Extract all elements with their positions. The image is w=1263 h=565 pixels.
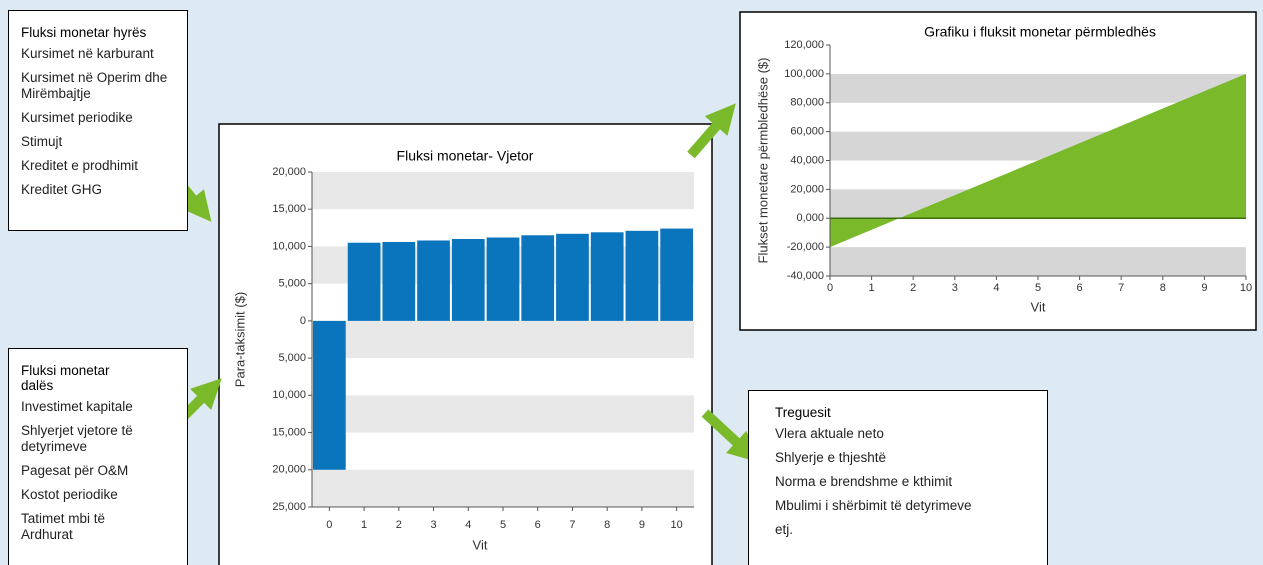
y-tick-label: 20,000	[272, 464, 306, 476]
arrow	[701, 409, 759, 463]
y-axis-label: Para-taksimit ($)	[232, 292, 247, 387]
y-tick-label: 10,000	[272, 240, 306, 252]
y-tick-label: 100,000	[784, 68, 824, 80]
x-axis-label: Vit	[473, 537, 488, 552]
box-item: Investimet kapitale	[21, 399, 133, 414]
box-item: Kostot periodike	[21, 487, 118, 502]
y-tick-label: 20,000	[790, 183, 824, 195]
x-tick-label: 7	[1118, 282, 1124, 294]
arrow	[687, 103, 736, 159]
x-tick-label: 3	[952, 282, 958, 294]
box-item: Shlyerje e thjeshtë	[775, 450, 887, 465]
x-tick-label: 5	[1035, 282, 1041, 294]
x-tick-label: 10	[1240, 282, 1252, 294]
inflows-box: Fluksi monetar hyrës Kursimet në karburan…	[8, 10, 188, 231]
chart-title: Fluksi monetar- Vjetor	[397, 148, 534, 164]
x-axis-label: Vit	[1031, 299, 1046, 314]
bar	[313, 320, 346, 470]
y-tick-label: 60,000	[790, 126, 824, 138]
box-item: Stimujt	[21, 134, 63, 149]
bar	[347, 242, 381, 321]
bar	[382, 241, 416, 321]
indicators-box: Treguesit Vlera aktuale neto Shlyerje e th…	[748, 390, 1048, 565]
y-tick-label: 15,000	[272, 203, 306, 215]
chart-title: Grafiku i fluksit monetar përmbledhës	[924, 24, 1156, 40]
grid-band	[312, 172, 694, 210]
box-item: Kursimet periodike	[21, 110, 133, 125]
bar	[486, 237, 520, 321]
x-tick-label: 8	[604, 519, 610, 531]
y-tick-label: 20,000	[272, 166, 306, 178]
box-item: Kreditet e prodhimit	[21, 158, 139, 173]
bar	[556, 233, 589, 321]
box-item: Mbulimi i shërbimit të detyrimeve	[775, 498, 972, 513]
bar	[417, 240, 450, 321]
y-tick-label: 0	[300, 315, 306, 327]
y-tick-label: 80,000	[790, 97, 824, 109]
box-title: Treguesit	[775, 405, 831, 420]
bar	[660, 228, 693, 321]
box-item: Pagesat për O&M	[21, 463, 129, 478]
y-tick-label: 5,000	[278, 278, 306, 290]
box-item: etj.	[775, 522, 794, 537]
y-tick-label: 25,000	[272, 501, 306, 513]
grid-band	[312, 395, 694, 433]
x-tick-label: 2	[396, 519, 402, 531]
x-tick-label: 2	[910, 282, 916, 294]
x-tick-label: 5	[500, 519, 506, 531]
bar	[451, 239, 485, 321]
y-tick-label: 5,000	[278, 352, 306, 364]
x-tick-label: 4	[465, 519, 471, 531]
box-item: Kreditet GHG	[21, 182, 103, 197]
x-tick-label: 0	[827, 282, 833, 294]
x-tick-label: 7	[569, 519, 575, 531]
grid-band	[312, 469, 694, 507]
y-tick-label: 40,000	[790, 154, 824, 166]
box-item: Vlera aktuale neto	[775, 426, 884, 441]
grid-band	[830, 73, 1246, 103]
x-tick-label: 6	[535, 519, 541, 531]
x-tick-label: 1	[869, 282, 875, 294]
x-tick-label: 4	[993, 282, 999, 294]
y-tick-label: -40,000	[787, 270, 824, 282]
y-tick-label: 15,000	[272, 426, 306, 438]
area	[830, 73, 1246, 248]
y-tick-label: 10,000	[272, 389, 306, 401]
box-item: Tatimet mbi të Ardhurat	[21, 511, 106, 542]
y-tick-label: -20,000	[787, 241, 824, 253]
bar	[521, 235, 555, 321]
y-axis-label: Flukset monetare përmbledhëse ($)	[755, 58, 770, 264]
bar	[625, 230, 659, 321]
y-tick-label: 0,000	[796, 212, 824, 224]
x-tick-label: 9	[1201, 282, 1207, 294]
box-item: Norma e brendshme e kthimit	[775, 474, 953, 489]
x-tick-label: 10	[671, 519, 683, 531]
x-tick-label: 6	[1077, 282, 1083, 294]
grid-band	[830, 247, 1246, 276]
x-tick-label: 0	[326, 519, 332, 531]
x-tick-label: 9	[639, 519, 645, 531]
box-title: Fluksi monetar hyrës	[21, 25, 147, 40]
box-item: Kursimet në Operim dhe Mirëmbajtje	[21, 70, 168, 101]
x-tick-label: 3	[430, 519, 436, 531]
box-title: Fluksi monetar dalës	[21, 363, 110, 393]
box-item: Kursimet në karburant	[21, 46, 154, 61]
box-item: Shlyerjet vjetore të detyrimeve	[21, 423, 133, 454]
grid-band	[312, 320, 694, 359]
outflows-box: Fluksi monetar dalës Investimet kapitale S…	[8, 348, 188, 565]
x-tick-label: 1	[361, 519, 367, 531]
y-tick-label: 120,000	[784, 39, 824, 51]
x-tick-label: 8	[1160, 282, 1166, 294]
bar	[590, 232, 624, 321]
